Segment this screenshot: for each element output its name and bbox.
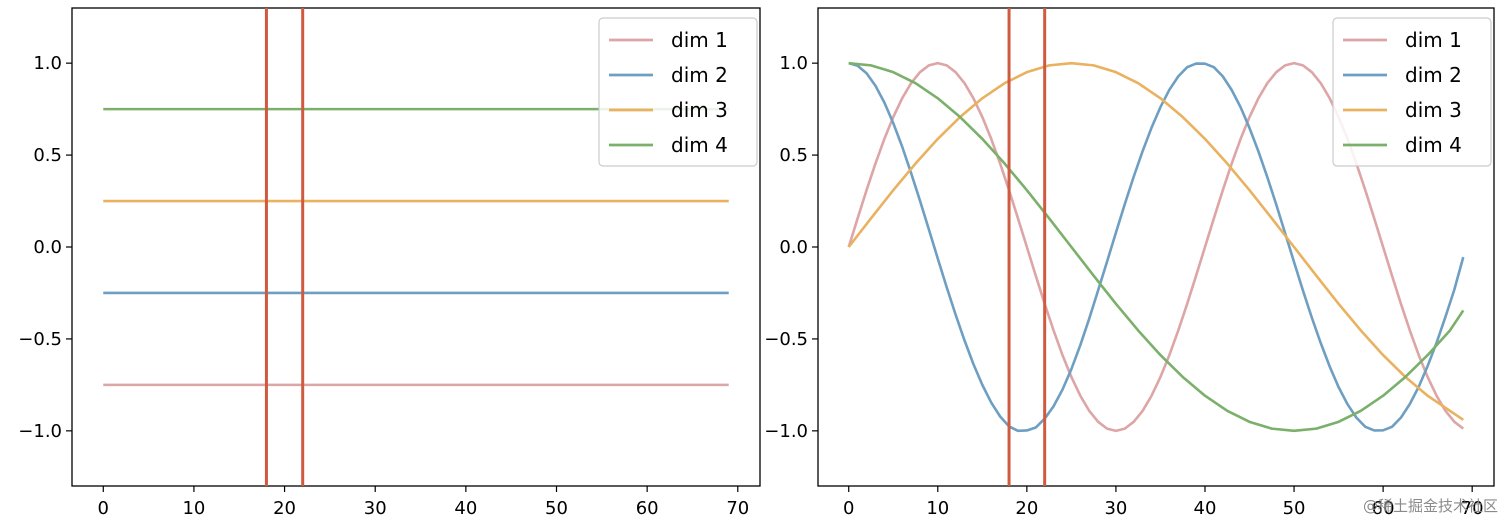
series-line-dim-2 (848, 61, 1465, 433)
legend-label: dim 2 (1405, 63, 1462, 87)
y-tick-label: −1.0 (18, 421, 62, 442)
x-tick-label: 20 (273, 498, 296, 519)
y-tick-label: 0.0 (779, 237, 808, 258)
legend-label: dim 1 (671, 28, 728, 52)
x-tick-label: 30 (364, 498, 387, 519)
x-tick-label: 70 (1461, 498, 1484, 519)
x-tick-label: 20 (1015, 498, 1038, 519)
y-tick-label: 1.0 (779, 53, 808, 74)
legend-label: dim 2 (671, 63, 728, 87)
x-tick-label: 40 (1194, 498, 1217, 519)
x-tick-label: 50 (1283, 498, 1306, 519)
legend-box (1332, 17, 1492, 167)
x-tick-label: 60 (1372, 498, 1395, 519)
legend-label: dim 3 (1405, 98, 1462, 122)
legend-label: dim 3 (671, 98, 728, 122)
x-tick-label: 60 (636, 498, 659, 519)
x-tick-label: 10 (182, 498, 205, 519)
legend-label: dim 4 (1405, 133, 1462, 157)
legend-label: dim 4 (671, 133, 728, 157)
y-tick-label: 0.5 (33, 145, 62, 166)
series-line-dim-4 (848, 61, 1465, 433)
legend-label: dim 1 (1405, 28, 1462, 52)
y-tick-label: 0.5 (779, 145, 808, 166)
y-tick-label: −1.0 (764, 421, 808, 442)
y-tick-label: −0.5 (18, 329, 62, 350)
series-line-dim-1 (847, 61, 1465, 433)
y-tick-label: 1.0 (33, 53, 62, 74)
right-plot: 0 10 20 30 40 50 60 70 1.0 0.5 0.0 −0.5 −1.0 dim 1 dim… (764, 7, 1495, 519)
y-tick-label: 0.0 (33, 237, 62, 258)
left-plot: 0 10 20 30 40 50 60 70 1.0 0.5 0.0 −0.5 −1.0 dim 1 dim… (18, 7, 761, 519)
x-tick-label: 30 (1104, 498, 1127, 519)
x-tick-label: 40 (454, 498, 477, 519)
x-tick-label: 70 (726, 498, 749, 519)
x-tick-label: 50 (545, 498, 568, 519)
y-tick-label: −0.5 (764, 329, 808, 350)
series-line-dim-3 (847, 61, 1464, 421)
x-tick-label: 10 (926, 498, 949, 519)
x-tick-label: 0 (98, 498, 109, 519)
watermark-text: @稀土掘金技术社区 (1362, 497, 1498, 515)
legend-box (598, 17, 758, 167)
x-tick-label: 0 (843, 498, 854, 519)
